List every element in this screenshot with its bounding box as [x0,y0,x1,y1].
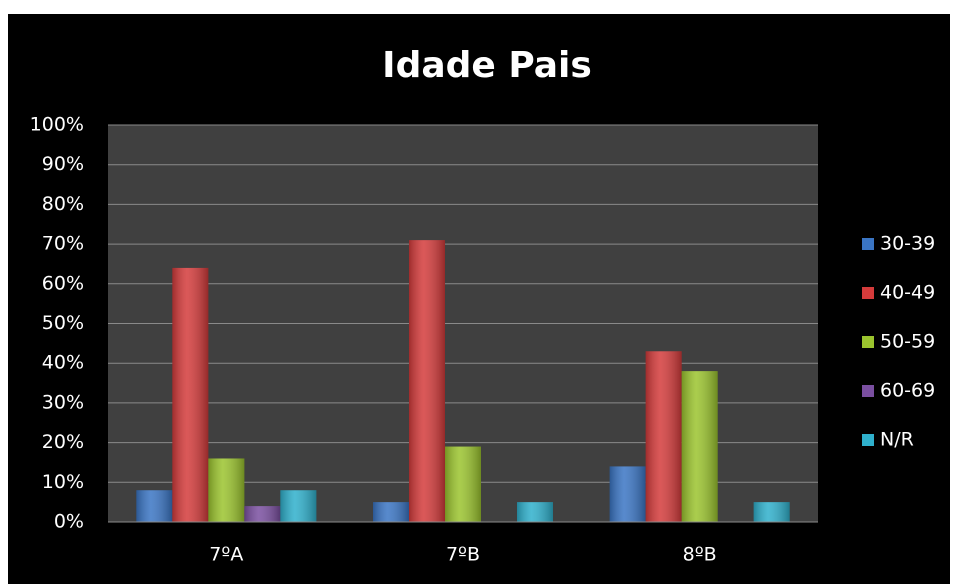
bar-shade [609,466,646,522]
legend-label: 60-69 [880,380,935,402]
legend-label: N/R [880,429,914,451]
legend-label: 40-49 [880,282,935,304]
bar-shade [645,351,682,522]
bar-shade [409,240,445,522]
bar-shade [753,502,790,522]
bar-shade [280,490,317,522]
legend-swatch [862,238,874,250]
y-tick-label: 80% [42,193,84,215]
y-tick-label: 40% [42,352,84,374]
y-tick-label: 50% [42,312,84,334]
bar-shade [208,458,245,522]
legend-swatch [862,385,874,397]
x-tick-label: 7ºB [446,544,480,566]
y-tick-label: 0% [54,511,84,533]
bar-shade [136,490,173,522]
y-tick-label: 60% [42,272,84,294]
bar-shade [445,446,481,522]
y-tick-label: 30% [42,391,84,413]
y-tick-label: 100% [30,114,84,136]
chart-title: Idade Pais [382,45,592,86]
bar-shade [244,506,281,522]
bar-shade [373,502,409,522]
bar-shade [681,371,718,522]
y-tick-label: 10% [42,471,84,493]
legend-label: 50-59 [880,331,935,353]
bar-shade [517,502,553,522]
legend-swatch [862,287,874,299]
y-tick-label: 70% [42,233,84,255]
x-tick-label: 8ºB [683,544,717,566]
bar-shade [172,267,209,522]
legend-label: 30-39 [880,233,935,255]
y-tick-label: 90% [42,153,84,175]
legend-swatch [862,434,874,446]
y-tick-label: 20% [42,431,84,453]
legend-swatch [862,336,874,348]
x-tick-label: 7ºA [209,544,243,566]
